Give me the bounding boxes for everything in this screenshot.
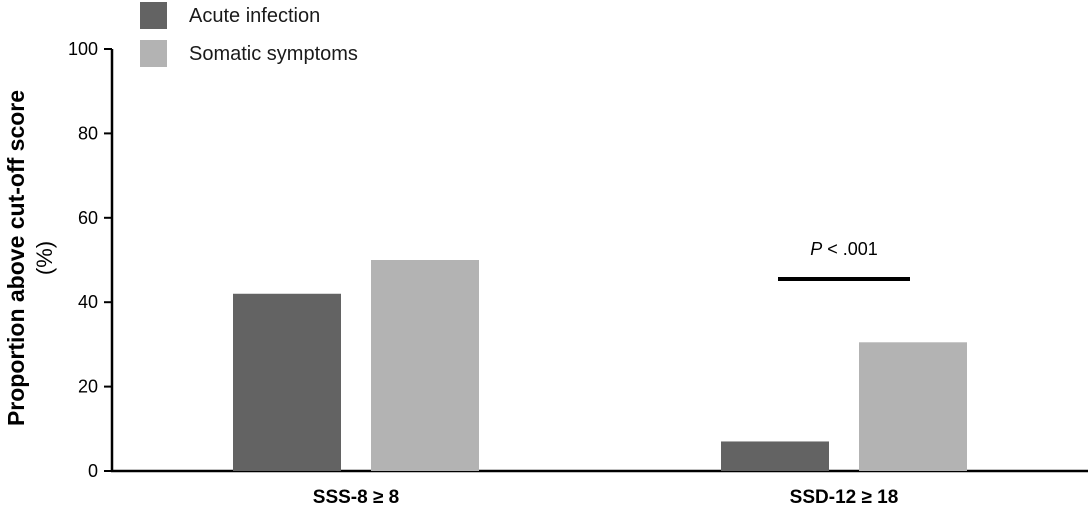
p-value-label: P < .001	[810, 239, 878, 259]
bar	[371, 260, 479, 471]
bar	[721, 441, 829, 471]
x-axis-labels: SSS-8 ≥ 8 SSD-12 ≥ 18	[313, 487, 899, 508]
significance-annotation: P < .001	[778, 239, 910, 281]
p-value-symbol: P	[810, 239, 822, 259]
y-axis-label: Proportion above cut-off score (%)	[3, 90, 57, 426]
bars	[233, 260, 967, 471]
y-tick-label: 0	[88, 461, 98, 481]
legend-label: Somatic symptoms	[189, 43, 358, 65]
y-tick-label: 40	[78, 292, 98, 312]
legend-swatch	[140, 2, 167, 29]
y-tick-label: 60	[78, 208, 98, 228]
bar	[859, 342, 967, 471]
legend-label: Acute infection	[189, 5, 320, 27]
p-value-number: < .001	[822, 239, 878, 259]
legend-swatch	[140, 40, 167, 67]
bar	[233, 293, 341, 471]
legend: Acute infection Somatic symptoms	[140, 2, 358, 67]
y-axis-label-line2: (%)	[32, 241, 57, 275]
x-tick-label: SSD-12 ≥ 18	[790, 487, 899, 508]
y-tick-label: 100	[68, 39, 98, 59]
x-tick-label: SSS-8 ≥ 8	[313, 487, 399, 508]
y-tick-label: 20	[78, 377, 98, 397]
y-tick-label: 80	[78, 123, 98, 143]
y-axis-label-line1: Proportion above cut-off score	[3, 90, 29, 426]
y-axis-ticks: 0 20 40 60 80 100	[68, 39, 112, 481]
